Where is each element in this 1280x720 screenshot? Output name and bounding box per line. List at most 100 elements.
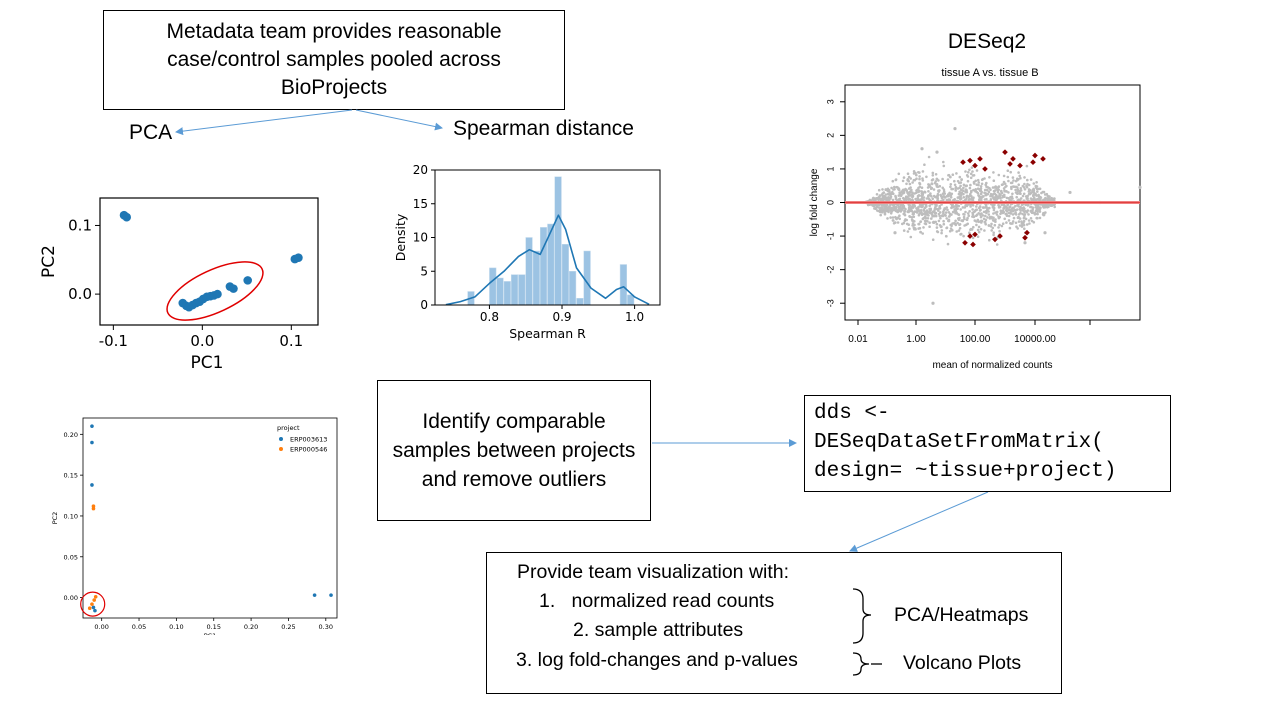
ma-point [1019,187,1023,190]
ma-point [999,196,1002,200]
ma-point [942,222,946,226]
ma-point [1011,222,1014,225]
code-box: dds <- DESeqDataSetFromMatrix( design= ~… [804,395,1171,492]
ma-plot-chart: -3 -2 -1 0 1 2 3 0.01 1.00 100.00 10000.00 mean of … [809,84,1142,371]
histogram-bar [525,237,533,306]
ma-point [925,175,928,179]
ma-point [890,186,893,190]
ma-point [1026,182,1029,186]
ma-point [902,229,906,232]
histogram-bar [569,271,577,306]
ma-point [983,198,987,201]
ma-point [938,214,941,218]
ma-point [953,198,956,201]
ma-point [956,221,959,225]
code-line-3: design= ~tissue+project) [814,460,1117,483]
data-point [92,598,97,602]
ma-point [931,174,935,177]
ma-point [904,218,907,221]
x-tick-label: 1.0 [625,310,644,324]
ma-point [894,178,898,182]
ma-point [896,186,899,189]
ma-point [903,198,906,202]
ma-point [1014,179,1018,183]
ma-point [967,214,971,217]
ma-point [958,223,961,227]
ma-point [908,215,911,218]
ma-point [922,216,926,220]
ma-point [883,213,887,216]
ma-significant-point [962,239,968,246]
ma-point [989,198,993,201]
ma-point [1002,174,1006,178]
identify-line-2: samples between projects [392,439,636,462]
x-tick-label: 0.30 [319,623,333,631]
ma-point [975,223,978,227]
histogram-bar [583,250,591,306]
ma-point [924,219,928,223]
ma-point [1007,191,1010,194]
ma-point [909,186,912,189]
ma-point [1000,191,1004,195]
ma-significant-point [1024,229,1030,236]
provide-item-1: 1. normalized read counts [539,590,775,612]
ma-point [949,196,953,199]
ma-point [909,206,912,210]
ma-point [938,204,941,208]
ma-point [1028,222,1031,225]
ma-point [942,160,945,164]
ma-point [1005,221,1008,224]
ma-point [936,230,940,234]
ma-point [931,210,935,213]
data-point [90,602,94,606]
y-axis-label: Density [393,213,408,261]
ma-point [908,197,911,200]
ma-point [963,206,967,209]
ma-point [945,217,948,220]
ma-point [924,217,928,220]
plot-frame [99,197,319,326]
x-axis-label: PC1 [191,353,224,373]
ma-point [915,173,918,177]
ma-point [1006,175,1010,179]
data-point [122,212,131,222]
ma-point [931,221,935,224]
ma-point [931,301,935,305]
ma-point [998,194,1001,198]
ma-point [959,198,962,201]
ma-point [1012,179,1015,182]
ma-point [1034,209,1038,212]
ma-point [955,230,958,233]
ma-point [990,215,993,219]
data-point [312,593,317,597]
ma-point [933,214,936,218]
ma-point [943,207,947,211]
ma-point [1046,205,1049,209]
ma-point [934,173,938,176]
x-tick-label: 0.05 [132,623,146,631]
ma-point [976,235,980,238]
ma-point [965,218,969,221]
ma-point [942,190,946,193]
ma-point [988,206,991,210]
ma-point [966,179,970,183]
histogram-bar [539,227,548,306]
outlier-ring [80,591,106,617]
ma-point [942,219,945,223]
legend-marker [279,447,283,451]
provide-title: Provide team visualization with: [517,561,790,583]
y-axis-label: PC2 [51,512,59,525]
spearman-histogram-chart: 0.8 0.9 1.0 0 5 10 15 20 Spearman R Density [393,163,661,341]
ma-point [945,226,948,230]
ma-point [981,214,985,217]
pca-scatter-chart: -0.1 0.0 0.1 0.0 0.1 PC1 PC2 [39,197,319,373]
y-tick-label: 15 [413,197,428,211]
arrow-to-spearman [355,109,443,131]
x-tick-label: 0.8 [480,310,499,324]
ma-point [1027,219,1031,222]
ma-point [954,185,958,189]
ma-point [912,215,916,219]
x-tick-label: 100.00 [960,334,991,345]
ma-point [1006,207,1009,210]
y-tick-label: 0 [825,200,835,205]
